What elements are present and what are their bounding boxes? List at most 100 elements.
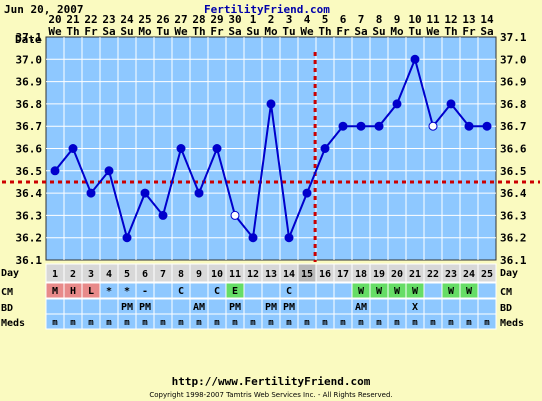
y-tick-right: 36.2 [500,232,527,245]
footer-url[interactable]: http://www.FertilityFriend.com [171,375,371,388]
weekday-label: Fr [84,25,98,38]
date-label: 1 [250,13,257,26]
meds-value: m [466,318,472,328]
day-value: 8 [178,269,184,280]
cm-value: W [412,286,419,297]
bd-row-label-right: BD [500,303,512,314]
temperature-point [356,121,366,131]
day-value: 13 [265,269,277,280]
date-label: 29 [210,13,223,26]
weekday-label: Fr [210,25,224,38]
weekday-label: Sa [354,25,367,38]
weekday-label: Fr [336,25,350,38]
bd-value: AM [355,302,367,313]
bd-value: PM [283,302,295,313]
bd-value: X [412,302,418,313]
temperature-point [374,121,384,131]
bd-cell [207,298,227,315]
temperature-point [284,233,294,243]
day-value: 12 [247,269,259,280]
bd-cell [99,298,119,315]
y-tick-right: 36.4 [500,187,527,200]
meds-value: m [340,318,346,328]
y-tick-right: 36.6 [500,143,527,156]
temperature-point [482,121,492,131]
date-label: 5 [322,13,329,26]
temperature-point [410,54,420,64]
meds-row-label-left: Meds [1,318,25,329]
cm-value: L [88,286,94,297]
date-row-label: Date [15,33,42,46]
bd-row-label-left: BD [1,303,13,314]
day-value: 20 [391,269,403,280]
day-row-label-left: Day [1,268,19,279]
day-value: 11 [229,269,241,280]
day-cell [477,263,497,283]
date-label: 14 [480,13,494,26]
weekday-label: Tu [282,25,295,38]
meds-value: m [286,318,292,328]
day-value: 19 [373,269,385,280]
day-value: 7 [160,269,166,280]
date-label: 6 [340,13,347,26]
weekday-label: Su [120,25,133,38]
date-label: 26 [156,13,170,26]
temperature-point [428,121,438,131]
cm-value: - [142,286,148,297]
temperature-point [230,210,240,220]
site-link[interactable]: FertilityFriend.com [204,3,330,16]
bd-cell [423,298,443,315]
meds-row-label-right: Meds [500,318,524,329]
y-tick-left: 36.2 [16,232,43,245]
y-tick-left: 36.1 [16,254,43,267]
cm-value: W [448,286,455,297]
weekday-label: Th [444,25,457,38]
date-label: 24 [120,13,134,26]
meds-value: m [412,318,418,328]
temperature-point [176,144,186,153]
weekday-label: Sa [228,25,241,38]
bd-cell [369,298,389,315]
cm-row-label-left: CM [1,287,13,298]
meds-value: m [88,318,94,328]
meds-value: m [232,318,238,328]
meds-value: m [448,318,454,328]
weekday-label: Mo [138,25,152,38]
bd-cell [315,298,335,315]
day-value: 25 [481,269,493,280]
weekday-label: We [48,25,62,38]
temperature-point [320,144,330,153]
date-label: 10 [408,13,421,26]
day-value: 22 [427,269,439,280]
meds-value: m [322,318,328,328]
meds-value: m [358,318,364,328]
date-label: 13 [462,13,475,26]
cm-value: M [52,286,58,297]
day-value: 1 [52,269,58,280]
weekday-label: Sa [480,25,493,38]
cm-value: W [466,286,473,297]
day-value: 10 [211,269,223,280]
cm-cell [153,282,173,299]
y-tick-right: 36.8 [500,98,527,111]
cm-value: C [286,286,292,297]
bd-value: AM [193,302,205,313]
temperature-point [338,121,348,131]
weekday-label: Su [372,25,385,38]
y-tick-left: 36.6 [16,143,43,156]
bd-cell [45,298,65,315]
temperature-point [446,99,456,109]
cm-value: W [358,286,365,297]
bd-cell [297,298,317,315]
temperature-point [140,188,150,198]
meds-value: m [376,318,382,328]
cm-cell [297,282,317,299]
cm-cell [243,282,263,299]
meds-value: m [196,318,202,328]
meds-value: m [268,318,274,328]
bd-value: PM [121,302,133,313]
weekday-label: Mo [390,25,404,38]
date-label: 3 [286,13,293,26]
meds-value: m [178,318,184,328]
